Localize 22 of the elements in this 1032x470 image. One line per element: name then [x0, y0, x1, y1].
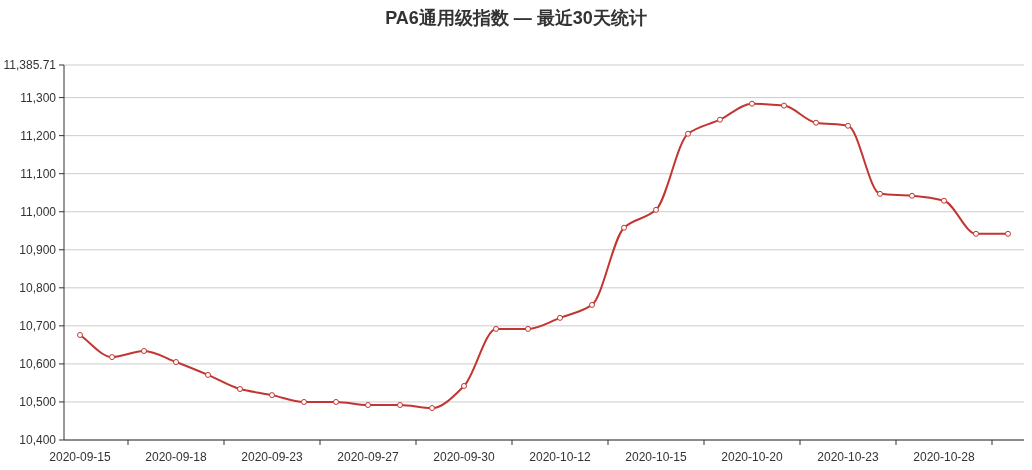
- x-tick-label: 2020-09-27: [337, 450, 400, 464]
- y-tick-label: 10,700: [19, 318, 57, 333]
- y-tick-label: 11,200: [20, 128, 57, 143]
- chart-title: PA6通用级指数 — 最近30天统计: [385, 8, 647, 28]
- y-tick-label: 11,385.71: [3, 58, 57, 72]
- y-tick-label: 11,300: [20, 90, 57, 105]
- y-tick-label: 10,400: [19, 433, 57, 447]
- y-tick-label: 11,000: [20, 204, 57, 219]
- y-tick-label: 10,800: [19, 280, 57, 295]
- x-tick-label: 2020-09-15: [49, 450, 112, 464]
- x-tick-label: 2020-10-20: [721, 450, 784, 464]
- x-tick-label: 2020-09-18: [145, 450, 208, 464]
- x-tick-label: 2020-09-30: [433, 450, 496, 464]
- y-tick-label: 10,900: [19, 242, 57, 257]
- y-tick-label: 10,600: [19, 356, 57, 371]
- x-tick-label: 2020-10-23: [817, 450, 880, 464]
- x-tick-label: 2020-10-15: [625, 450, 688, 464]
- x-tick-label: 2020-10-28: [913, 450, 976, 464]
- x-tick-label: 2020-10-12: [529, 450, 592, 464]
- y-tick-label: 11,100: [20, 166, 57, 181]
- y-tick-label: 10,500: [19, 394, 57, 409]
- x-tick-label: 2020-09-23: [241, 450, 304, 464]
